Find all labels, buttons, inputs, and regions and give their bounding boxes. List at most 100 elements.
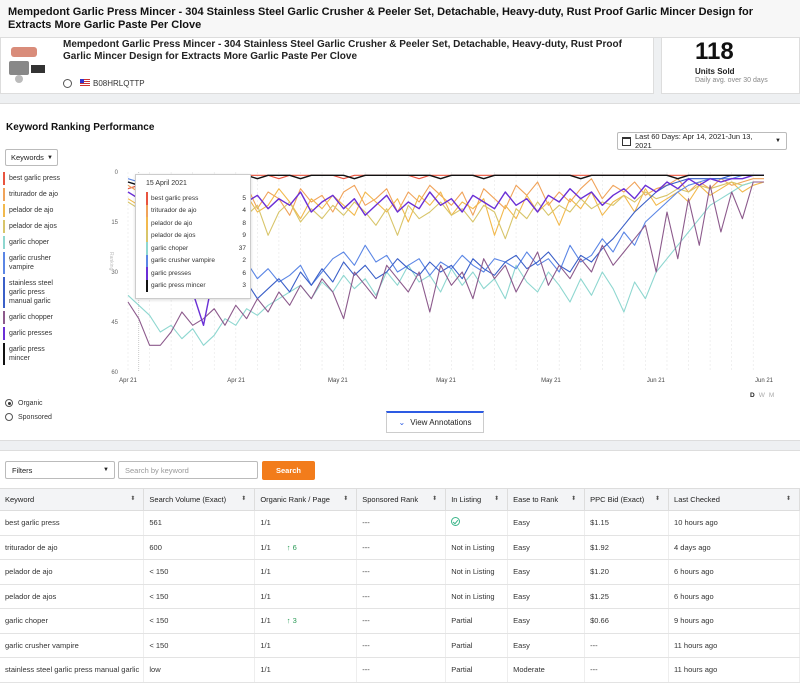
- tooltip-row: garlic crusher vampire 2: [146, 254, 246, 267]
- table-row[interactable]: triturador de ajo 600 1/1 ↑ 6 --- Not in List…: [0, 535, 800, 560]
- radio-organic-indicator[interactable]: [5, 399, 13, 407]
- cell-search-volume-value: < 150: [149, 567, 169, 577]
- legend-item[interactable]: garlic choper: [3, 236, 65, 249]
- radio-sponsored[interactable]: Sponsored: [5, 413, 52, 421]
- table-row[interactable]: best garlic press 561 1/1 --- Easy $1.15 10 ho…: [0, 510, 800, 536]
- cell-ppc-bid-value: $1.20: [590, 567, 609, 577]
- cell-organic-rank-value: 1/1: [260, 665, 271, 675]
- legend-item[interactable]: garlic press mincer: [3, 343, 65, 365]
- column-header[interactable]: Ease to Rank ⬍: [507, 488, 586, 511]
- cell-keyword: garlic choper: [0, 608, 145, 634]
- sort-icon[interactable]: ⬍: [241, 496, 247, 502]
- sort-icon[interactable]: ⬍: [785, 496, 791, 502]
- cell-last-checked: 10 hours ago: [668, 510, 800, 536]
- column-header[interactable]: In Listing ⬍: [445, 488, 509, 511]
- table-row[interactable]: stainless steel garlic press manual garl…: [0, 657, 800, 683]
- cell-ppc-bid-value: ---: [590, 665, 598, 675]
- legend-item[interactable]: pelador de ajo: [3, 204, 65, 217]
- period-toggle: D W M: [750, 392, 774, 399]
- cell-last-checked: 11 hours ago: [668, 633, 800, 658]
- radio-organic[interactable]: Organic: [5, 399, 52, 407]
- cell-ease-to-rank-value: Easy: [513, 616, 530, 626]
- cell-in-listing-value: Partial: [451, 640, 473, 650]
- cell-ppc-bid: $1.15: [584, 510, 670, 536]
- cell-sponsored-rank: ---: [356, 584, 447, 609]
- radio-sponsored-indicator[interactable]: [5, 413, 13, 421]
- date-range-picker[interactable]: Last 60 Days: Apr 14, 2021-Jun 13, 2021 …: [617, 132, 787, 150]
- y-tick-label: 45: [111, 320, 118, 326]
- legend-item[interactable]: garlic chopper: [3, 311, 65, 324]
- sort-icon[interactable]: ⬍: [343, 496, 349, 502]
- cell-organic-rank-value: 1/1: [260, 591, 271, 601]
- cell-ease-to-rank-value: Easy: [513, 591, 530, 601]
- period-month[interactable]: M: [768, 392, 775, 399]
- cell-last-checked: 11 hours ago: [668, 657, 800, 683]
- sort-icon[interactable]: ⬍: [655, 496, 661, 502]
- period-day[interactable]: D: [750, 392, 755, 399]
- sort-icon[interactable]: ⬍: [494, 496, 500, 502]
- sort-icon[interactable]: ⬍: [432, 496, 438, 502]
- page-header: Mempedont Garlic Press Mincer - 304 Stai…: [0, 0, 800, 38]
- keywords-dropdown[interactable]: Keywords ▼: [5, 149, 58, 166]
- cell-keyword: best garlic press: [0, 510, 145, 536]
- period-week[interactable]: W: [758, 392, 765, 399]
- cell-ease-to-rank: Easy: [507, 510, 586, 536]
- keyword-search-input[interactable]: [118, 461, 258, 479]
- chart-legend: best garlic press triturador de ajo pelado…: [3, 172, 65, 368]
- y-tick-label: 30: [111, 270, 118, 276]
- column-header[interactable]: Last Checked ⬍: [668, 488, 800, 511]
- table-row[interactable]: garlic choper < 150 1/1 ↑ 3 --- Partial Easy $0…: [0, 608, 800, 634]
- table-row[interactable]: pelador de ajo < 150 1/1 --- Not in Listing E…: [0, 559, 800, 585]
- column-header[interactable]: Organic Rank / Page ⬍: [254, 488, 358, 511]
- cell-ppc-bid: $1.20: [584, 559, 670, 585]
- sort-icon[interactable]: ⬍: [571, 496, 577, 502]
- column-header[interactable]: PPC Bid (Exact) ⬍: [584, 488, 670, 511]
- cell-ppc-bid: ---: [584, 633, 670, 658]
- cell-sponsored-rank-value: ---: [362, 665, 370, 675]
- cell-last-checked-value: 11 hours ago: [674, 640, 718, 650]
- cell-search-volume-value: < 150: [149, 591, 169, 601]
- column-header[interactable]: Sponsored Rank ⬍: [356, 488, 447, 511]
- asin[interactable]: B08HRLQTTP: [80, 79, 145, 88]
- legend-item[interactable]: best garlic press: [3, 172, 65, 185]
- series-line[interactable]: [127, 181, 764, 346]
- column-header[interactable]: Search Volume (Exact) ⬍: [143, 488, 256, 511]
- legend-item[interactable]: triturador de ajo: [3, 188, 65, 201]
- column-header-label: PPC Bid (Exact): [590, 495, 645, 504]
- table-row[interactable]: garlic crusher vampire < 150 1/1 --- Partial…: [0, 633, 800, 658]
- y-tick-label: 60: [111, 370, 118, 376]
- legend-item[interactable]: garlic presses: [3, 327, 65, 340]
- legend-item[interactable]: garlic crusher vampire: [3, 252, 65, 274]
- series-line[interactable]: [127, 181, 764, 346]
- search-button[interactable]: Search: [262, 461, 315, 480]
- table-row[interactable]: pelador de ajos < 150 1/1 --- Not in Listing…: [0, 584, 800, 609]
- cell-ppc-bid-value: $1.25: [590, 591, 609, 601]
- tooltip-row: garlic choper 37: [146, 242, 246, 255]
- cell-keyword-value: pelador de ajos: [5, 591, 57, 601]
- rank-type-radio-group: Organic Sponsored: [5, 399, 52, 427]
- cell-keyword: pelador de ajos: [0, 584, 145, 609]
- cell-last-checked-value: 6 hours ago: [674, 567, 714, 577]
- filters-dropdown[interactable]: Filters ▼: [5, 461, 115, 479]
- cell-ppc-bid: $0.66: [584, 608, 670, 634]
- legend-item[interactable]: pelador de ajos: [3, 220, 65, 233]
- cell-ease-to-rank: Moderate: [507, 657, 586, 683]
- sort-icon[interactable]: ⬍: [130, 496, 136, 502]
- cell-sponsored-rank-value: ---: [362, 640, 370, 650]
- cell-ease-to-rank: Easy: [507, 608, 586, 634]
- cell-organic-rank: 1/1 ↑ 6: [254, 535, 358, 560]
- y-tick-label: 15: [111, 220, 118, 226]
- legend-item[interactable]: stainless steel garlic press manual garl…: [3, 277, 65, 308]
- cell-keyword-value: garlic crusher vampire: [5, 640, 79, 650]
- x-tick-label: Jun 21: [647, 378, 666, 384]
- cell-ease-to-rank: Easy: [507, 584, 586, 609]
- cell-in-listing: Partial: [445, 633, 509, 658]
- cell-in-listing-value: Not in Listing: [451, 542, 495, 552]
- cell-ease-to-rank: Easy: [507, 559, 586, 585]
- product-title[interactable]: Mempedont Garlic Press Mincer - 304 Stai…: [63, 39, 622, 62]
- view-annotations-button[interactable]: ⌄ View Annotations: [386, 411, 484, 433]
- column-header[interactable]: Keyword ⬍: [0, 488, 145, 511]
- cell-search-volume: < 150: [143, 633, 256, 658]
- info-icon[interactable]: [63, 79, 72, 88]
- chart-tooltip: 15 April 2021 best garlic press 5 triturad…: [135, 174, 251, 299]
